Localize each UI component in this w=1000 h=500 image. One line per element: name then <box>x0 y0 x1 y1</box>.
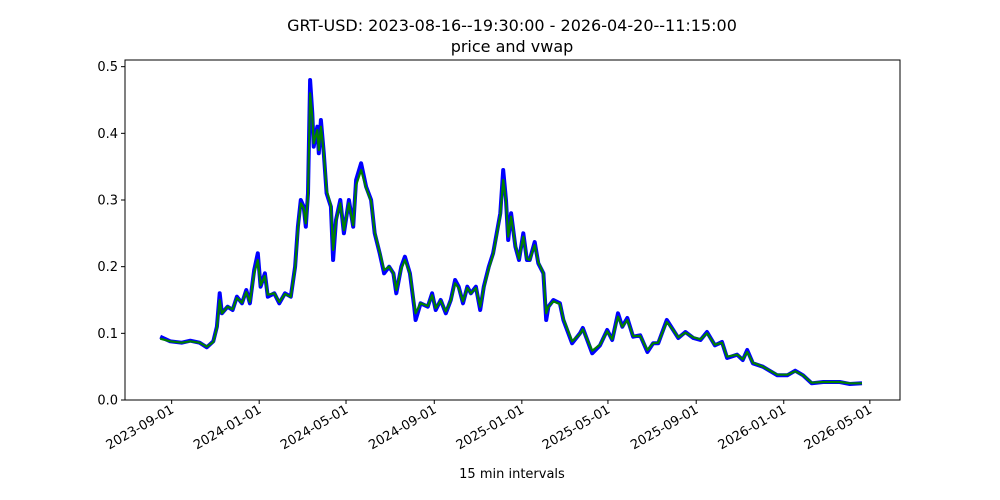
x-tick-label: 2025-01-01 <box>454 402 527 453</box>
y-tick-label: 0.1 <box>97 327 118 342</box>
y-tick-label: 0.5 <box>97 60 118 75</box>
x-tick-label: 2024-05-01 <box>278 402 351 453</box>
series-line-vwap <box>159 92 862 385</box>
plot-frame <box>124 59 901 401</box>
y-tick-label: 0.2 <box>97 260 118 275</box>
series-line-price <box>159 78 863 386</box>
x-tick-label: 2026-01-01 <box>716 402 789 453</box>
y-tick-label: 0.3 <box>97 194 118 209</box>
x-tick-label: 2024-01-01 <box>191 402 264 453</box>
x-tick-label: 2026-05-01 <box>802 402 875 453</box>
series-layer <box>159 78 863 386</box>
x-tick-label: 2025-09-01 <box>628 402 701 453</box>
x-axis: 2023-09-01 2024-01-01 2024-05-01 2024-09-01… <box>104 400 875 453</box>
x-tick-label: 2025-05-01 <box>540 402 613 453</box>
x-axis-label: 15 min intervals <box>459 467 565 482</box>
chart-title: GRT-USD: 2023-08-16--19:30:00 - 2026-04-… <box>287 16 737 35</box>
chart-subtitle: price and vwap <box>451 37 574 56</box>
y-tick-label: 0.0 <box>97 394 118 409</box>
y-tick-label: 0.4 <box>97 127 118 142</box>
x-tick-label: 2023-09-01 <box>104 402 177 453</box>
y-axis: 0.0 0.1 0.2 0.3 0.4 0.5 <box>97 60 125 409</box>
x-tick-label: 2024-09-01 <box>366 402 439 453</box>
